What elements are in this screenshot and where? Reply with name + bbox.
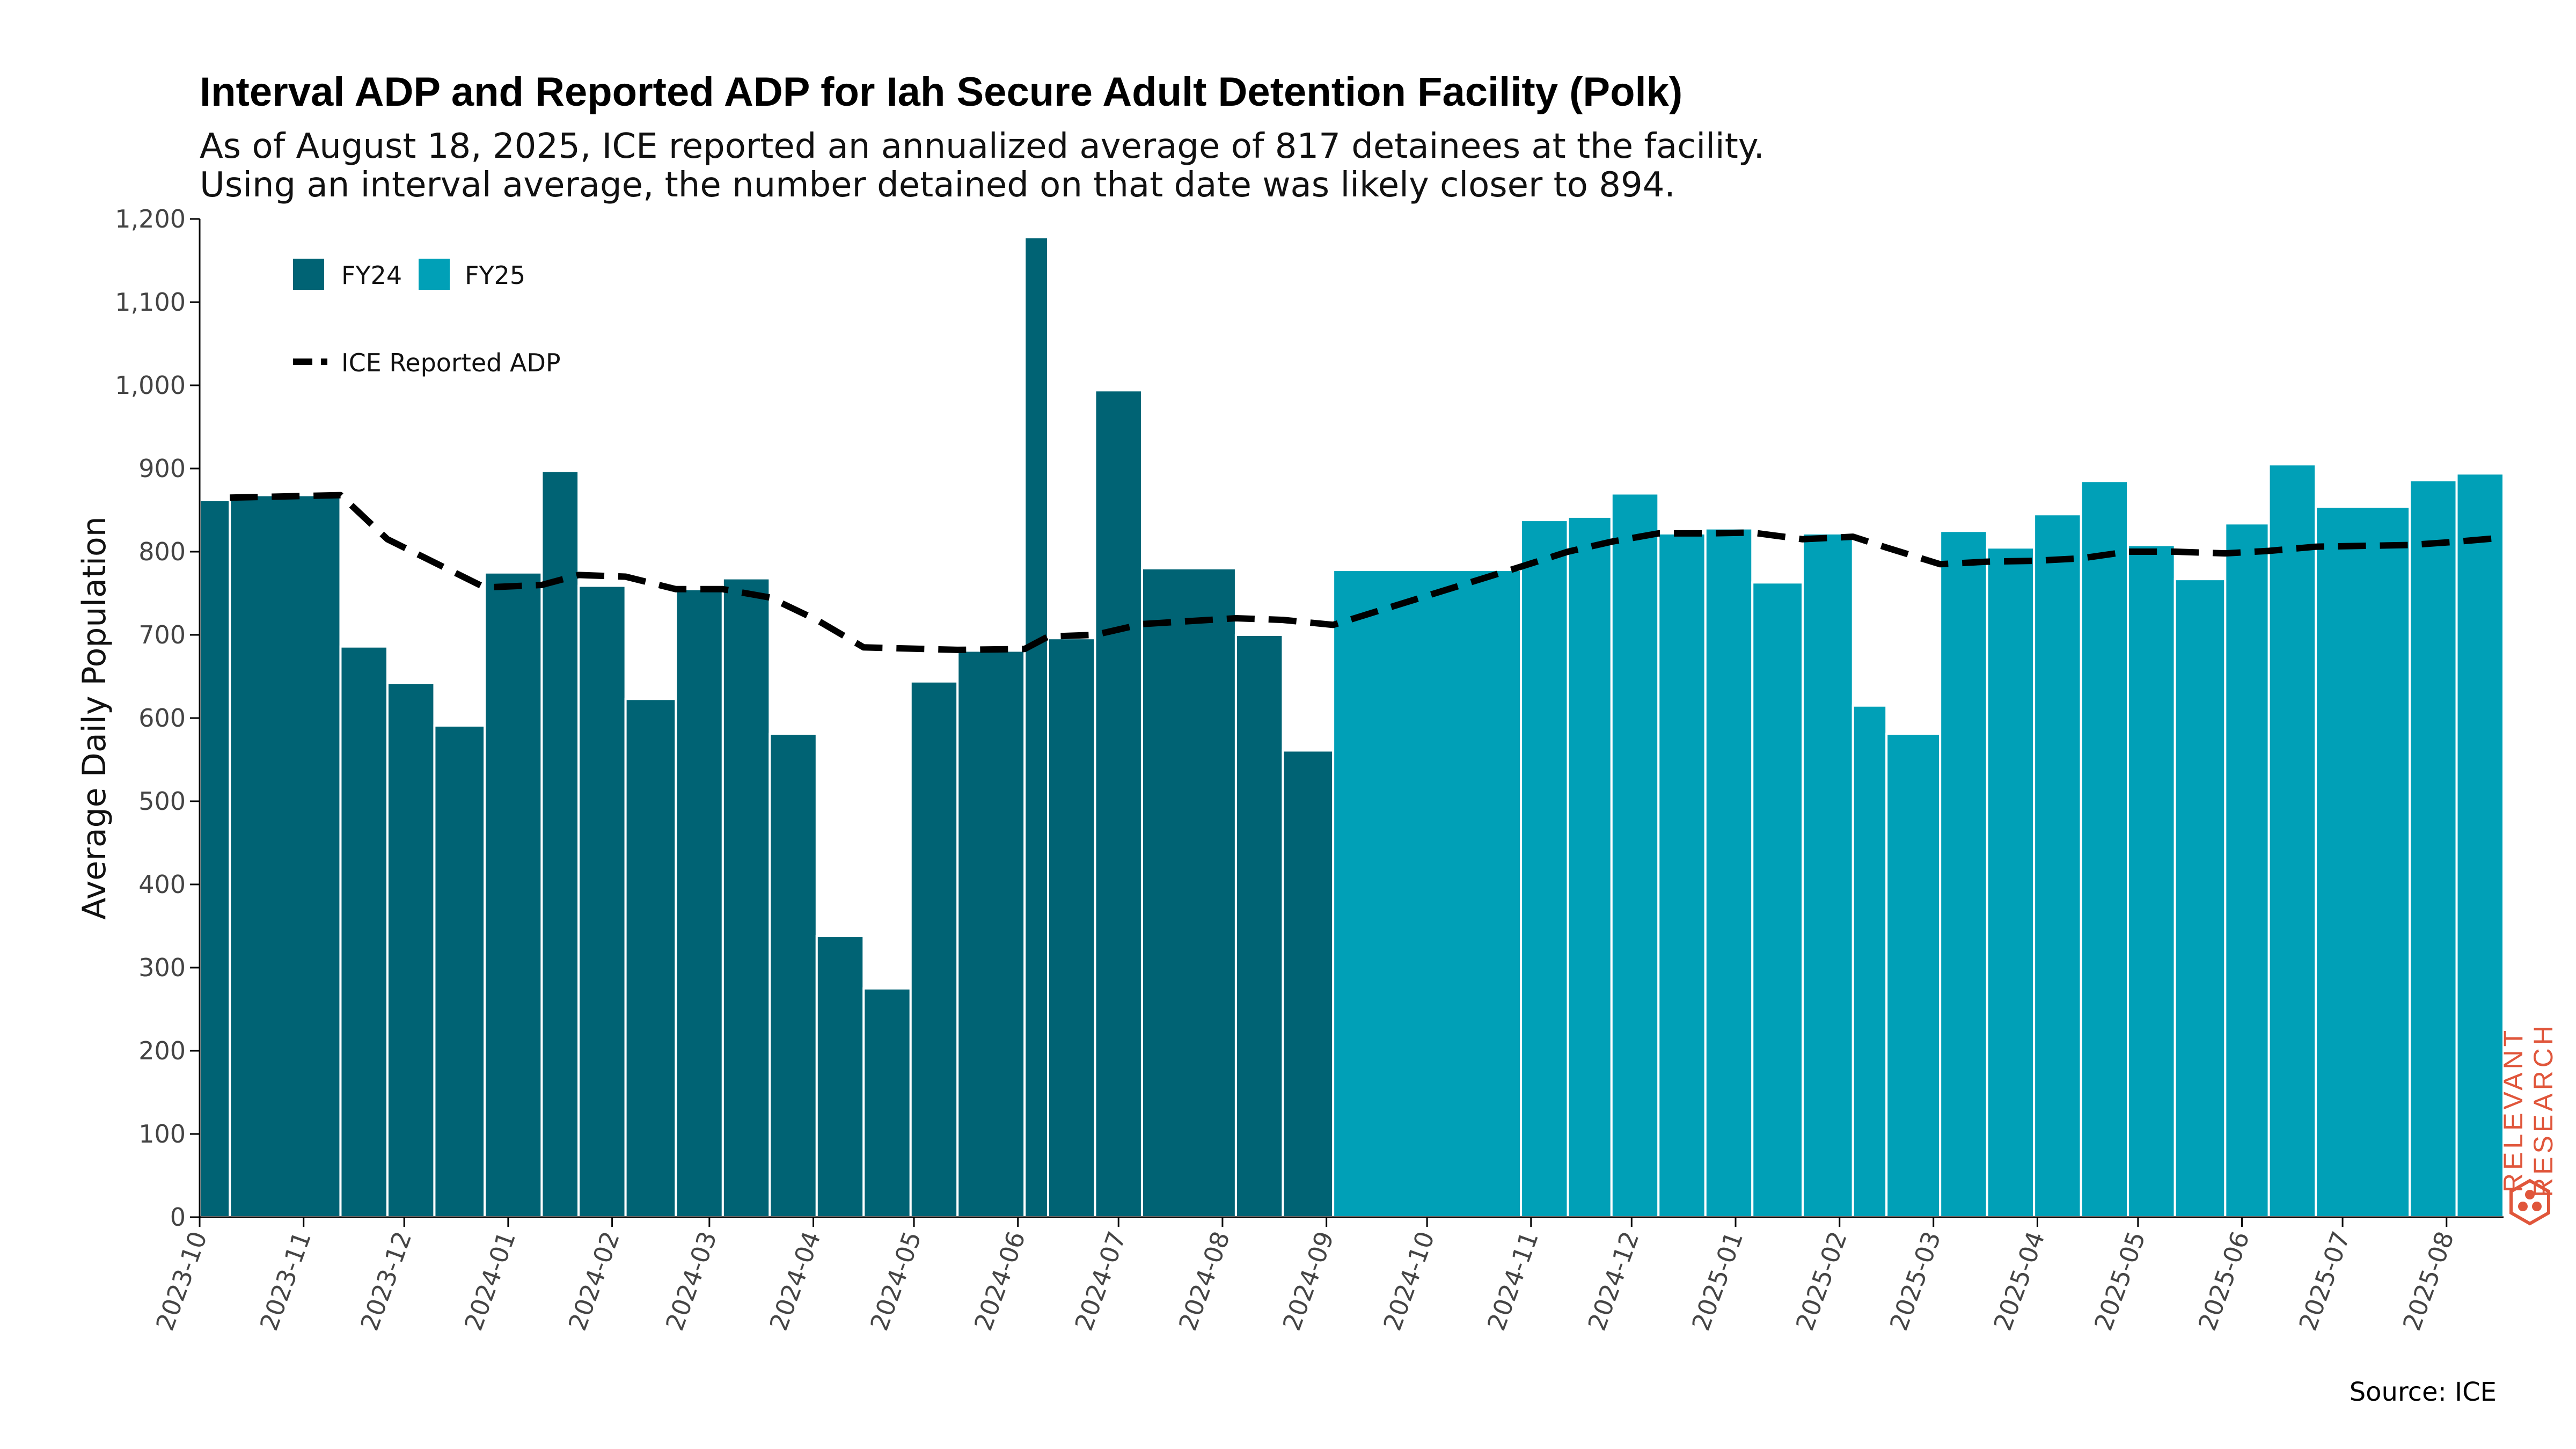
bar-fy24-2024-08-05: [1234, 634, 1284, 1218]
bar-fy25-2025-05-27: [2224, 522, 2270, 1218]
legend-label-reported-adp: ICE Reported ADP: [341, 348, 561, 377]
x-tick-label: 2025-04: [1988, 1227, 2050, 1334]
bar-fy25-2025-06-23: [2315, 506, 2411, 1218]
chart-title: Interval ADP and Reported ADP for Iah Se…: [200, 69, 1683, 115]
x-tick-label: 2024-03: [660, 1227, 722, 1334]
y-tick-label: 400: [138, 870, 186, 899]
x-tick-label: 2024-01: [459, 1227, 521, 1334]
x-tick-label: 2024-08: [1173, 1227, 1235, 1334]
y-tick-label: 300: [138, 953, 186, 982]
x-tick-label: 2024-02: [562, 1227, 625, 1334]
y-tick-label: 600: [138, 704, 186, 733]
x-tick-label: 2024-12: [1582, 1227, 1644, 1334]
hexagon-logo-icon: [2509, 1179, 2550, 1226]
bar-fy25-2025-01-21: [1801, 532, 1854, 1218]
y-tick-label: 100: [138, 1119, 186, 1148]
legend-label-fy25: FY25: [465, 261, 525, 290]
bar-fy25-2025-03-17: [1986, 546, 2036, 1218]
x-tick-label: 2024-05: [865, 1227, 927, 1334]
x-tick-label: 2024-11: [1482, 1227, 1544, 1334]
x-tick-label: 2024-10: [1378, 1227, 1440, 1334]
bar-fy24-2023-11-12: [339, 645, 389, 1218]
bars-layer: [199, 236, 2505, 1219]
bar-fy24-2024-04-30: [909, 680, 959, 1219]
y-tick-label: 1,100: [115, 288, 186, 317]
bar-fy24-2024-06-10: [1046, 637, 1096, 1218]
bar-fy25-2025-05-12: [2174, 578, 2227, 1218]
bar-fy24-2023-12-10: [433, 724, 486, 1218]
bar-fy25-2024-12-23: [1704, 527, 1754, 1218]
bar-fy24-2023-10-10: [229, 494, 342, 1218]
bar-fy25-2025-03-31: [2033, 513, 2082, 1218]
x-tick-label: 2025-02: [1790, 1227, 1853, 1334]
brand-text-relevant: RELEVANT: [2498, 1027, 2528, 1192]
bar-fy25-2024-09-03: [1332, 569, 1523, 1218]
bar-fy24-2023-11-26: [386, 682, 436, 1218]
reported-adp-line: [230, 492, 2504, 653]
bar-fy24-2023-12-25: [484, 571, 543, 1218]
bar-fy24-2024-03-05: [721, 577, 771, 1218]
bar-fy25-2025-03-03: [1939, 530, 1988, 1218]
x-tick-label: 2024-06: [969, 1227, 1031, 1334]
x-tick-label: 2023-10: [150, 1227, 213, 1334]
bar-fy24-2024-06-24: [1094, 389, 1143, 1218]
bar-fy24-2024-04-02: [815, 935, 865, 1218]
y-tick-label: 200: [138, 1036, 186, 1065]
chart-subtitle-line-2: Using an interval average, the number de…: [200, 165, 1675, 205]
legend-label-fy24: FY24: [341, 261, 402, 290]
y-tick-label: 700: [138, 620, 186, 649]
legend-swatch-fy24: [293, 259, 324, 290]
x-tick-label: 2024-09: [1277, 1227, 1339, 1334]
bar-fy25-2024-11-25: [1610, 492, 1660, 1218]
legend: FY24 FY25 ICE Reported ADP: [293, 259, 561, 377]
x-tick-label: 2024-07: [1069, 1227, 1131, 1334]
x-tick-label: 2025-01: [1686, 1227, 1748, 1334]
legend-swatch-fy25: [419, 259, 450, 290]
y-tick-label: 800: [138, 537, 186, 566]
y-tick-label: 1,200: [115, 204, 186, 233]
bar-fy25-2024-12-09: [1657, 532, 1707, 1218]
bar-fy24-2024-07-08: [1140, 567, 1237, 1218]
bar-fy25-2024-10-29: [1520, 519, 1569, 1218]
y-tick-label: 0: [170, 1203, 186, 1232]
bar-fy25-2025-04-14: [2080, 480, 2129, 1218]
x-tick-label: 2024-04: [764, 1227, 826, 1334]
bar-fy25-2024-11-12: [1567, 515, 1613, 1218]
bar-fy24-2024-05-14: [956, 649, 1026, 1218]
y-tick-label: 500: [138, 787, 186, 816]
bar-fy25-2025-07-21: [2409, 479, 2458, 1219]
bar-fy24-2024-02-05: [624, 698, 677, 1218]
brand-logo: RELEVANT RESEARCH: [2498, 1022, 2558, 1226]
reported-adp-line-layer: [230, 492, 2504, 653]
y-tick-label: 900: [138, 454, 186, 483]
x-tick-label: 2025-06: [2192, 1227, 2255, 1334]
chart-subtitle-line-1: As of August 18, 2025, ICE reported an a…: [200, 127, 1765, 166]
x-tick-label: 2025-08: [2397, 1227, 2460, 1334]
bar-fy24-2024-03-19: [769, 733, 818, 1218]
brand-text-research: RESEARCH: [2528, 1022, 2558, 1197]
bar-fy24-2024-08-19: [1282, 749, 1335, 1218]
y-tick-label: 1,000: [115, 371, 186, 400]
bar-fy25-2025-06-09: [2267, 463, 2317, 1218]
x-tick-label: 2023-11: [254, 1227, 317, 1334]
x-tick-label: 2025-03: [1884, 1227, 1946, 1334]
bar-fy25-2025-02-05: [1851, 704, 1888, 1218]
source-note: Source: ICE: [2349, 1377, 2497, 1407]
bar-fy25-2025-01-06: [1751, 581, 1804, 1218]
x-tick-label: 2023-12: [355, 1227, 417, 1334]
x-tick-label: 2025-07: [2293, 1227, 2355, 1334]
bar-fy24-2024-01-22: [577, 584, 627, 1218]
bar-fy25-2025-02-15: [1885, 733, 1942, 1218]
x-tick-label: 2025-05: [2089, 1227, 2151, 1334]
y-axis-title: Average Daily Population: [76, 516, 113, 920]
bar-fy24-2024-06-03: [1023, 236, 1049, 1219]
bar-fy24-2023-10-01: [199, 499, 231, 1218]
bar-fy24-2024-02-20: [675, 588, 724, 1218]
bar-fy24-2024-04-16: [862, 987, 912, 1218]
bar-fy25-2025-04-28: [2127, 544, 2176, 1218]
